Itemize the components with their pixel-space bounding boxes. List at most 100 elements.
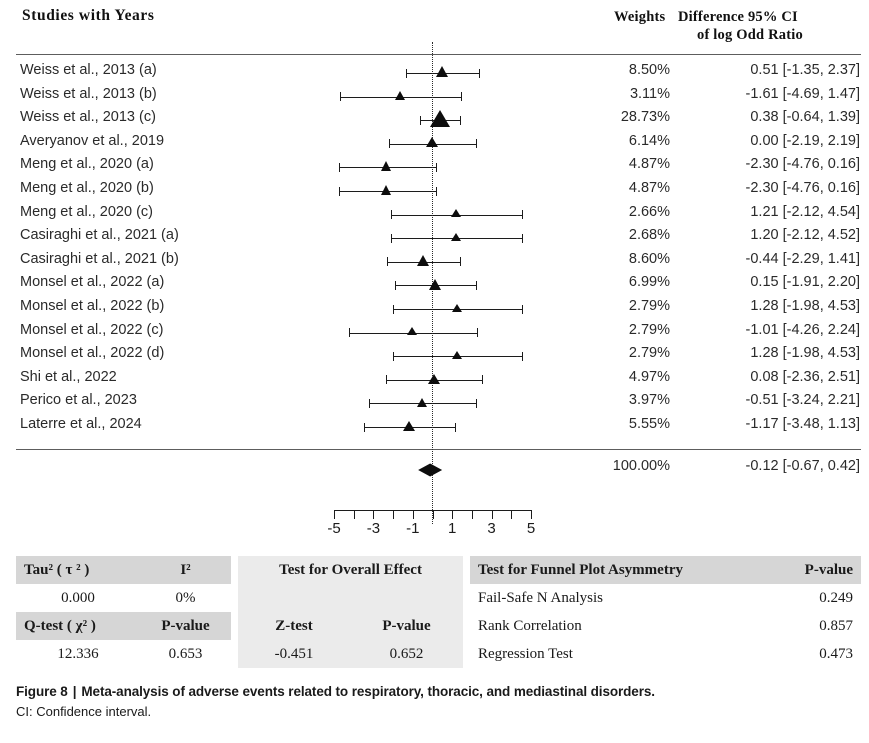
z-test-pvalue-value: 0.652 xyxy=(389,645,424,662)
weight-value: 6.14% xyxy=(628,132,670,149)
funnel-test-name: Fail-Safe N Analysis xyxy=(478,589,603,606)
ci-cap-lower xyxy=(419,115,421,125)
weight-value: 3.97% xyxy=(628,392,670,409)
effect-value: -1.61 [-4.69, 1.47] xyxy=(745,85,860,102)
ci-cap-lower xyxy=(393,304,395,314)
forest-row: Weiss et al., 2013 (c) 28.73% 0.38 [-0.64,… xyxy=(0,109,869,131)
study-label: Meng et al., 2020 (b) xyxy=(20,180,154,196)
effect-marker xyxy=(451,209,462,218)
effect-marker xyxy=(426,137,439,148)
q-test-pvalue-value: 0.653 xyxy=(168,645,203,662)
q-test-header: Q-test ( χ² ) xyxy=(24,617,96,634)
effect-value: 1.21 [-2.12, 4.54] xyxy=(750,203,860,220)
axis-tick xyxy=(334,510,335,519)
effect-value: 0.38 [-0.64, 1.39] xyxy=(750,109,860,126)
column-header-difference: Difference 95% CI xyxy=(678,9,798,25)
effect-value: 0.08 [-2.36, 2.51] xyxy=(750,368,860,385)
effect-value: -1.17 [-3.48, 1.13] xyxy=(745,416,860,432)
forest-row: Meng et al., 2020 (c) 2.66% 1.21 [-2.12, 4… xyxy=(0,204,869,226)
heterogeneity-table: Tau² ( τ ² ) I² 0.000 0% Q-test ( χ² ) P… xyxy=(16,556,231,668)
ci-cap-upper xyxy=(435,186,437,196)
study-label: Monsel et al., 2022 (c) xyxy=(20,321,164,338)
tau-squared-value: 0.000 xyxy=(61,589,95,606)
funnel-test-pvalue: 0.249 xyxy=(819,589,853,606)
column-header-studies: Studies with Years xyxy=(22,7,155,24)
ci-cap-upper xyxy=(521,351,523,361)
overall-effect-table: Test for Overall Effect Z-test P-value -… xyxy=(238,556,463,668)
forest-row: Averyanov et al., 2019 6.14% 0.00 [-2.19, … xyxy=(0,133,869,155)
ci-cap-upper xyxy=(479,68,481,78)
effect-marker xyxy=(429,110,450,128)
ci-cap-upper xyxy=(461,92,463,102)
effect-value: 0.51 [-1.35, 2.37] xyxy=(750,62,860,78)
ci-cap-upper xyxy=(475,139,477,149)
ci-cap-upper xyxy=(454,422,456,432)
caption-separator: | xyxy=(72,684,77,699)
z-test-pvalue-header: P-value xyxy=(382,617,431,634)
effect-value: -1.01 [-4.26, 2.24] xyxy=(745,321,860,338)
forest-row: Laterre et al., 2024 5.55% -1.17 [-3.48, 1… xyxy=(0,416,869,438)
ci-cap-upper xyxy=(476,328,478,338)
axis-tick-label: 3 xyxy=(487,520,496,537)
study-label: Monsel et al., 2022 (b) xyxy=(20,298,165,314)
weight-value: 28.73% xyxy=(620,109,670,126)
study-label: Weiss et al., 2013 (c) xyxy=(20,109,156,126)
effect-value: 1.28 [-1.98, 4.53] xyxy=(750,345,860,362)
funnel-test-row: Fail-Safe N Analysis 0.249 xyxy=(470,584,861,612)
axis-tick-label: 5 xyxy=(526,520,536,537)
effect-marker xyxy=(452,303,463,312)
q-test-pvalue-header: P-value xyxy=(161,617,210,634)
ci-cap-upper xyxy=(521,233,523,243)
overall-effect-title: Test for Overall Effect xyxy=(279,561,422,578)
forest-row: Monsel et al., 2022 (b) 2.79% 1.28 [-1.98,… xyxy=(0,298,869,320)
summary-row: 100.00% -0.12 [-0.67, 0.42] xyxy=(0,458,869,482)
study-label: Weiss et al., 2013 (b) xyxy=(20,85,157,102)
ci-cap-lower xyxy=(340,92,342,102)
ci-cap-lower xyxy=(394,280,396,290)
effect-value: -0.44 [-2.29, 1.41] xyxy=(745,250,860,267)
ci-cap-lower xyxy=(338,162,340,172)
axis-tick-label: -1 xyxy=(406,520,420,537)
effect-marker xyxy=(416,254,429,266)
weight-value: 2.66% xyxy=(628,203,670,220)
funnel-header-row: Test for Funnel Plot Asymmetry P-value xyxy=(470,556,861,584)
axis-tick xyxy=(432,510,434,519)
summary-diamond xyxy=(418,463,443,477)
overall-effect-spacer xyxy=(238,584,463,612)
forest-row: Monsel et al., 2022 (c) 2.79% -1.01 [-4.26… xyxy=(0,322,869,344)
forest-row: Perico et al., 2023 3.97% -0.51 [-3.24, 2.… xyxy=(0,392,869,414)
axis-tick xyxy=(393,510,395,519)
study-label: Casiraghi et al., 2021 (b) xyxy=(20,250,179,267)
effect-marker xyxy=(403,420,416,431)
ci-cap-lower xyxy=(348,328,350,338)
forest-row: Meng et al., 2020 (a) 4.87% -2.30 [-4.76, … xyxy=(0,156,869,178)
ci-cap-lower xyxy=(368,398,370,408)
forest-row: Monsel et al., 2022 (a) 6.99% 0.15 [-1.91,… xyxy=(0,274,869,296)
effect-value: 0.15 [-1.91, 2.20] xyxy=(750,274,860,291)
effect-marker xyxy=(428,373,441,384)
funnel-test-name: Regression Test xyxy=(478,645,573,662)
forest-row: Meng et al., 2020 (b) 4.87% -2.30 [-4.76, … xyxy=(0,180,869,202)
study-label: Meng et al., 2020 (a) xyxy=(20,156,154,173)
ci-cap-upper xyxy=(475,280,477,290)
weight-value: 3.11% xyxy=(629,85,670,102)
i-squared-header: I² xyxy=(180,561,191,578)
statistics-panels: Tau² ( τ ² ) I² 0.000 0% Q-test ( χ² ) P… xyxy=(0,556,869,668)
i-squared-value: 0% xyxy=(175,589,196,606)
funnel-test-row: Regression Test 0.473 xyxy=(470,640,861,668)
overall-effect-title-row: Test for Overall Effect xyxy=(238,556,463,584)
ci-cap-lower xyxy=(387,257,389,267)
study-label: Weiss et al., 2013 (a) xyxy=(20,62,157,78)
effect-marker xyxy=(452,350,463,359)
effect-value: -0.51 [-3.24, 2.21] xyxy=(745,392,860,409)
weight-value: 8.60% xyxy=(628,250,670,267)
heterogeneity-value-row-2: 12.336 0.653 xyxy=(16,640,231,668)
axis-tick xyxy=(373,510,375,519)
forest-row: Shi et al., 2022 4.97% 0.08 [-2.36, 2.51] xyxy=(0,369,869,391)
effect-marker xyxy=(407,327,418,336)
axis-tick xyxy=(353,510,355,519)
study-label: Monsel et al., 2022 (a) xyxy=(20,274,165,291)
caption-line-1: Figure 8 | Meta-analysis of adverse events… xyxy=(16,684,861,699)
study-label: Shi et al., 2022 xyxy=(20,368,117,385)
ci-cap-upper xyxy=(481,375,483,385)
